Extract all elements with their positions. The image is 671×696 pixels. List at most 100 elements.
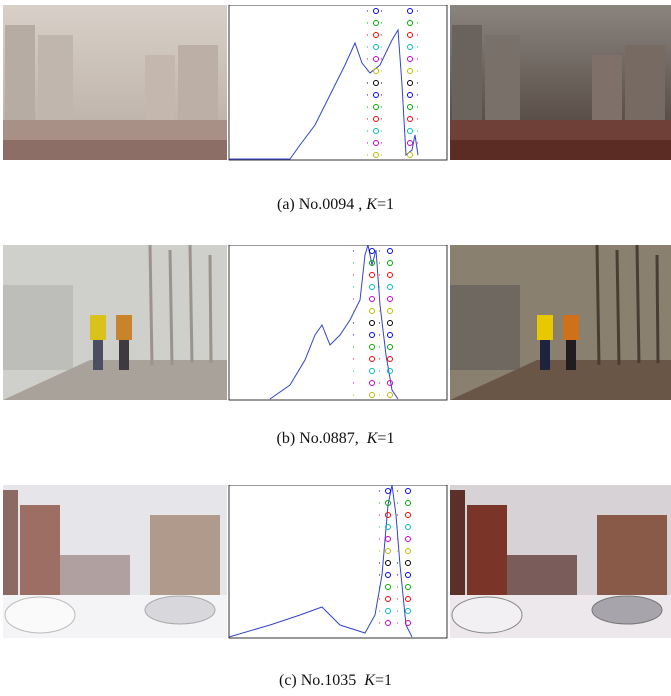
- marker: ·: [366, 139, 369, 149]
- caption-variable: K: [366, 196, 377, 213]
- marker: ·: [352, 307, 355, 317]
- page: html, body { margin: 0; padding: 0; back…: [0, 0, 671, 696]
- marker: ·: [352, 295, 355, 305]
- marker: ·: [352, 331, 355, 341]
- marker: ·: [352, 247, 355, 257]
- marker: ·: [380, 19, 383, 29]
- marker: ·: [378, 511, 381, 521]
- marker: ·: [396, 523, 399, 533]
- marker: ·: [396, 571, 399, 581]
- caption: (a) No.0094 , K=1: [0, 196, 671, 214]
- marker: ·: [416, 127, 419, 137]
- marker: ·: [378, 379, 381, 389]
- marker: ·: [366, 115, 369, 125]
- marker: ·: [352, 343, 355, 353]
- marker: ·: [380, 31, 383, 41]
- marker: ·: [352, 355, 355, 365]
- marker: ·: [380, 79, 383, 89]
- hazy-photo: [3, 5, 227, 160]
- marker: ·: [396, 511, 399, 521]
- caption: (c) No.1035 K=1: [0, 672, 671, 690]
- marker: ·: [416, 7, 419, 17]
- marker: ·: [378, 283, 381, 293]
- marker: ·: [378, 367, 381, 377]
- marker: ·: [366, 31, 369, 41]
- marker: ·: [380, 55, 383, 65]
- marker: ·: [378, 259, 381, 269]
- marker: ·: [378, 619, 381, 629]
- marker: ·: [366, 79, 369, 89]
- marker: ·: [378, 331, 381, 341]
- marker: ·: [378, 583, 381, 593]
- marker: ·: [378, 295, 381, 305]
- marker: ·: [380, 43, 383, 53]
- marker: ·: [366, 103, 369, 113]
- marker: ·: [366, 91, 369, 101]
- marker: ·: [416, 55, 419, 65]
- marker: ·: [378, 247, 381, 257]
- marker: ·: [380, 139, 383, 149]
- marker: ·: [378, 319, 381, 329]
- caption-suffix: =1: [377, 430, 394, 447]
- marker: ·: [416, 115, 419, 125]
- caption-prefix: (b) No.0887,: [277, 430, 367, 447]
- marker: ·: [378, 307, 381, 317]
- marker: ·: [366, 43, 369, 53]
- marker: ·: [366, 67, 369, 77]
- marker: ·: [378, 355, 381, 365]
- dehazed-photo: [450, 485, 671, 638]
- marker: ·: [380, 67, 383, 77]
- caption-prefix: (c) No.1035: [279, 672, 364, 689]
- marker: ·: [378, 499, 381, 509]
- marker: ·: [396, 619, 399, 629]
- marker: ·: [380, 115, 383, 125]
- plot-frame: [229, 5, 447, 160]
- hazy-photo: [3, 485, 227, 638]
- marker: ·: [396, 487, 399, 497]
- marker: ·: [380, 151, 383, 161]
- marker: ·: [396, 559, 399, 569]
- marker: ·: [416, 79, 419, 89]
- marker: ·: [352, 391, 355, 401]
- marker: ·: [378, 271, 381, 281]
- dehazed-photo: [450, 245, 671, 400]
- marker: ·: [416, 19, 419, 29]
- marker: ·: [352, 319, 355, 329]
- dehazed-photo: [450, 5, 671, 160]
- marker: ·: [378, 391, 381, 401]
- marker: ·: [416, 31, 419, 41]
- marker: ·: [352, 271, 355, 281]
- marker: ·: [366, 7, 369, 17]
- marker: ·: [378, 571, 381, 581]
- caption: (b) No.0887, K=1: [0, 430, 671, 448]
- marker: ·: [378, 607, 381, 617]
- figure-row: ·······································: [0, 5, 671, 161]
- marker: ·: [352, 259, 355, 269]
- marker: ·: [378, 559, 381, 569]
- marker: ·: [378, 523, 381, 533]
- marker: ·: [380, 127, 383, 137]
- caption-variable: K: [364, 672, 375, 689]
- marker: ·: [416, 139, 419, 149]
- figure-row: ··························: [0, 245, 671, 401]
- marker: ·: [416, 91, 419, 101]
- marker: ·: [396, 499, 399, 509]
- marker: ·: [416, 43, 419, 53]
- figure-page: {"figures": [ {"caption_prefix": "(a) No…: [0, 0, 671, 696]
- hazy-photo: [3, 245, 227, 400]
- marker: ·: [416, 151, 419, 161]
- marker: ·: [366, 151, 369, 161]
- marker: ·: [378, 547, 381, 557]
- caption-variable: K: [367, 430, 378, 447]
- figure-row: ························: [0, 485, 671, 639]
- caption-suffix: =1: [377, 196, 394, 213]
- plot-frame: [229, 485, 447, 638]
- marker: ·: [396, 595, 399, 605]
- marker: ·: [366, 127, 369, 137]
- marker: ·: [396, 607, 399, 617]
- marker: ·: [380, 91, 383, 101]
- marker: ·: [378, 595, 381, 605]
- marker: ·: [416, 103, 419, 113]
- marker: ·: [352, 283, 355, 293]
- marker: ·: [396, 583, 399, 593]
